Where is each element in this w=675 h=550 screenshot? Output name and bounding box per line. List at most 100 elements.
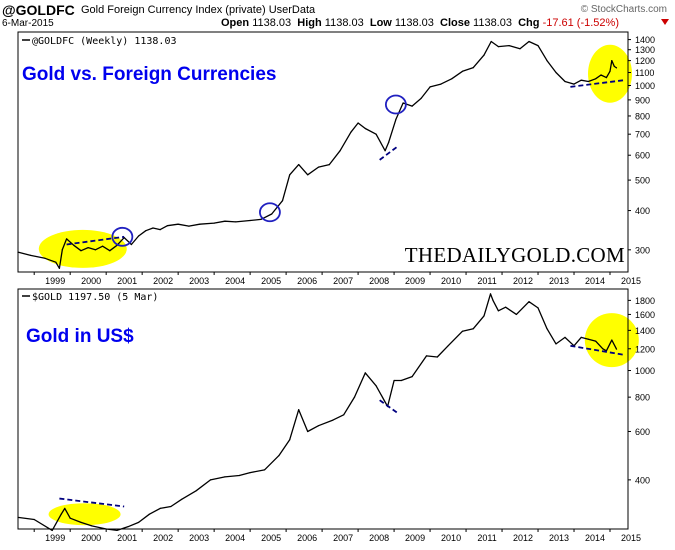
data-point <box>263 469 266 471</box>
data-point <box>580 79 582 81</box>
data-point <box>483 54 485 56</box>
data-point <box>145 230 147 232</box>
data-point <box>613 65 615 67</box>
data-point <box>375 133 377 135</box>
data-point <box>317 166 320 168</box>
data-point <box>213 222 215 224</box>
data-point <box>472 328 474 330</box>
data-point <box>497 310 499 312</box>
data-point <box>537 45 539 47</box>
data-point <box>339 150 341 152</box>
annotation-circle <box>259 202 281 223</box>
data-point <box>127 526 129 528</box>
x-tick-label: 2003 <box>189 533 209 543</box>
y-tick-label: 900 <box>635 95 650 105</box>
data-point <box>546 60 548 62</box>
data-point <box>384 150 386 152</box>
data-point <box>238 474 240 477</box>
high-value: 1138.03 <box>324 17 364 29</box>
chart-title: Gold vs. Foreign Currencies <box>22 64 276 85</box>
legend-label: @GOLDFC (Weekly) 1138.03 <box>32 36 177 47</box>
x-tick-label: 2001 <box>117 276 137 286</box>
data-point <box>429 86 431 88</box>
x-tick-label: 2008 <box>369 276 389 286</box>
annotation-circle <box>384 94 407 115</box>
open-label: Open <box>221 17 250 29</box>
x-tick-label: 2004 <box>225 533 245 543</box>
y-tick-label: 500 <box>635 176 650 186</box>
x-tick-label: 2010 <box>441 276 461 286</box>
data-point <box>30 254 32 256</box>
y-tick-label: 1800 <box>635 296 655 306</box>
y-tick-label: 1100 <box>635 68 654 78</box>
data-point <box>411 105 413 107</box>
close-value: 1138.03 <box>473 17 512 29</box>
data-point <box>281 200 284 202</box>
data-point <box>94 249 96 251</box>
data-point <box>615 348 618 350</box>
x-tick-label: 1999 <box>45 533 65 543</box>
y-tick-label: 1200 <box>635 344 655 354</box>
data-point <box>605 77 608 79</box>
data-point <box>80 521 82 524</box>
data-point <box>573 83 575 85</box>
data-point <box>138 235 140 237</box>
y-tick-label: 400 <box>635 206 650 216</box>
x-tick-label: 2009 <box>405 533 425 543</box>
data-point <box>298 164 300 166</box>
y-tick-label: 800 <box>635 393 650 403</box>
annotation-circle <box>111 226 134 247</box>
data-point <box>602 348 604 350</box>
data-point <box>440 83 442 85</box>
trend-line <box>379 145 399 161</box>
chg-value: -17.61 (-1.52%) <box>542 17 619 29</box>
data-point <box>235 221 237 223</box>
data-point <box>109 250 111 252</box>
x-tick-label: 2015 <box>621 276 641 286</box>
quote-line: Open 1138.03 High 1138.03 Low 1138.03 Cl… <box>221 17 619 29</box>
series-line <box>17 40 617 269</box>
data-point <box>289 174 291 176</box>
data-point <box>587 338 590 340</box>
x-tick-label: 2005 <box>261 276 281 286</box>
legend-label: $GOLD 1197.50 (5 Mar) <box>32 292 158 303</box>
highlight-ellipse <box>38 229 127 268</box>
y-tick-label: 1400 <box>635 35 655 45</box>
data-point <box>483 315 485 317</box>
chart-panel-2: $GOLD 1197.50 (5 Mar) Gold in US$ 400 600 80… <box>17 288 655 543</box>
data-point <box>555 343 557 345</box>
data-point <box>436 356 438 358</box>
data-point <box>537 307 539 309</box>
open-value: 1138.03 <box>252 17 292 29</box>
x-tick-label: 2006 <box>297 276 317 286</box>
data-point <box>249 219 251 222</box>
high-label: High <box>297 17 322 29</box>
trend-line <box>379 399 399 414</box>
x-tick-label: 2011 <box>477 276 496 286</box>
y-tick-label: 700 <box>635 130 650 140</box>
data-point <box>166 225 168 227</box>
chart-date: 6-Mar-2015 <box>2 18 54 29</box>
y-tick-label: 300 <box>635 245 650 255</box>
data-point <box>461 70 464 72</box>
series-line <box>17 293 618 532</box>
x-tick-label: 2007 <box>333 533 353 543</box>
x-tick-label: 2015 <box>621 533 641 543</box>
data-point <box>375 385 377 387</box>
symbol-label: @GOLDFC <box>2 2 75 18</box>
data-point <box>402 102 404 104</box>
data-point <box>472 67 474 69</box>
data-point <box>615 67 618 69</box>
data-point <box>492 299 494 301</box>
data-point <box>177 223 179 225</box>
data-point <box>497 46 499 48</box>
chart-title: Gold in US$ <box>26 326 134 347</box>
x-tick-label: 2002 <box>153 276 173 286</box>
x-tick-label: 2000 <box>81 276 101 286</box>
data-point <box>44 257 46 259</box>
x-tick-label: 2000 <box>81 533 101 543</box>
data-point <box>600 74 602 76</box>
watermark-text: THEDAILYGOLD.COM <box>405 243 625 267</box>
data-point <box>595 340 597 342</box>
trend-line <box>570 79 625 88</box>
